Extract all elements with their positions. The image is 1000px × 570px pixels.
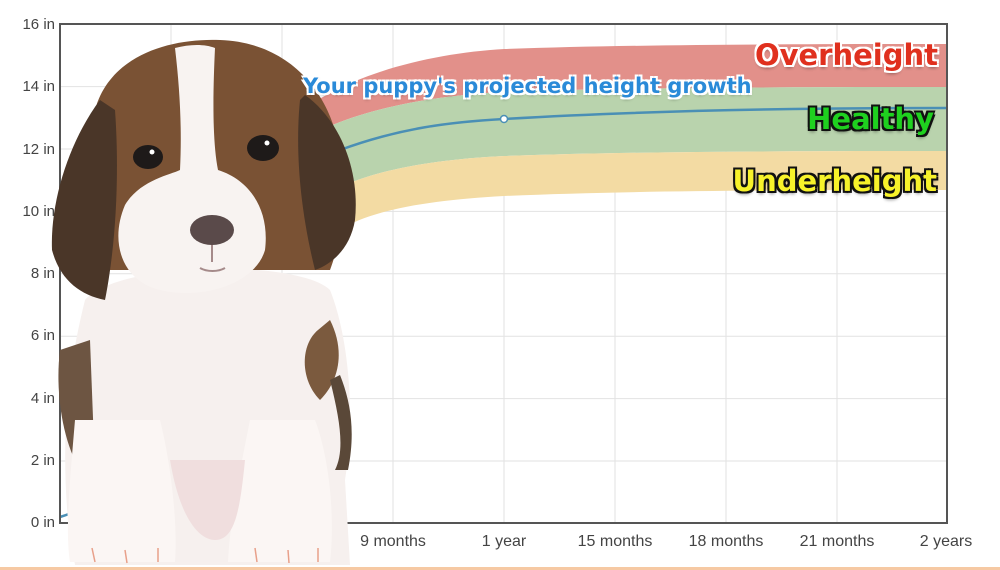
x-tick-label: 18 months (688, 533, 764, 550)
bottom-accent-stripe (0, 567, 1000, 570)
projected-growth-label: Your puppy's projected height growth (303, 74, 752, 98)
beagle-puppy-image (51, 39, 356, 565)
x-tick-label: 1 year (481, 533, 527, 550)
overheight-band (270, 44, 947, 150)
y-tick-label: 10 in (22, 203, 55, 220)
healthy-band (290, 87, 947, 200)
y-tick-label: 0 in (30, 514, 55, 531)
y-tick-label: 16 in (22, 16, 55, 33)
underheight-band (320, 151, 947, 230)
x-tick-label: 15 months (577, 533, 653, 550)
y-tick-label: 2 in (30, 452, 55, 469)
y-tick-label: 12 in (22, 141, 55, 158)
x-tick-label: 21 months (799, 533, 875, 550)
y-tick-label: 14 in (22, 78, 55, 95)
y-tick-label: 6 in (30, 327, 55, 344)
healthy-label: Healthy (807, 102, 934, 136)
chart-frame (59, 23, 948, 524)
y-tick-label: 8 in (30, 265, 55, 282)
one-year-marker (499, 114, 509, 124)
underheight-label: Underheight (732, 164, 937, 198)
x-tick-label: 9 months (360, 533, 426, 550)
x-tick-label: 2 years (919, 533, 973, 550)
y-tick-label: 4 in (30, 390, 55, 407)
overheight-label: Overheight (754, 38, 938, 72)
